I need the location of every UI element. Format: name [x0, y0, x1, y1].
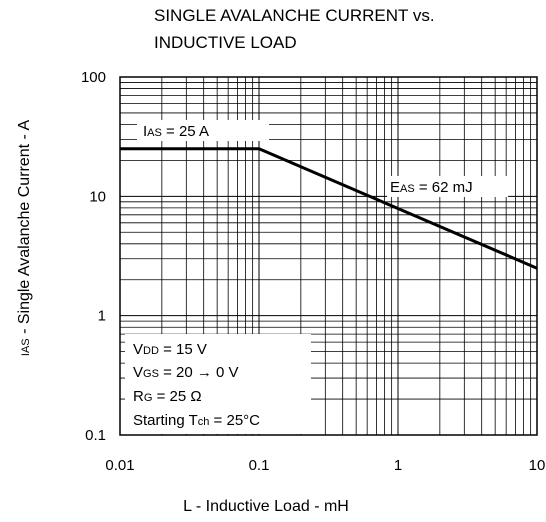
chart-title-line-2: INDUCTIVE LOAD — [154, 33, 297, 52]
vgs-annotation: VGS = 20 → 0 V — [133, 364, 239, 381]
y-tick-label: 10 — [89, 188, 106, 205]
plot-frame — [119, 76, 538, 436]
chart-title-line-1: SINGLE AVALANCHE CURRENT vs. — [154, 6, 435, 25]
x-tick-label: 1 — [394, 457, 402, 474]
y-tick-label: 1 — [98, 308, 106, 325]
eas-label-bg — [387, 176, 508, 197]
y-tick-label: 100 — [81, 69, 106, 86]
tick-labels: 0.01 0.1 1 10 0.1 1 10 100 — [81, 69, 545, 474]
x-tick-label: 0.1 — [249, 457, 270, 474]
x-axis-label: L - Inductive Load - mH — [183, 498, 349, 515]
vdd-annotation: VDD = 15 V — [133, 341, 207, 358]
y-axis-label: IAS - Single Avalanche Current - A — [16, 120, 33, 357]
x-tick-label: 10 — [529, 457, 546, 474]
y-tick-label: 0.1 — [85, 427, 106, 444]
rg-annotation: RG = 25 Ω — [133, 388, 202, 405]
eas-annotation: EAS = 62 mJ — [390, 179, 473, 196]
ias-annotation: IAS = 25 A — [143, 123, 209, 140]
tch-annotation: Starting Tch = 25°C — [133, 412, 260, 429]
conditions-box — [125, 334, 311, 434]
avalanche-current-line — [120, 147, 538, 270]
x-tick-label: 0.01 — [105, 457, 134, 474]
ias-label-bg — [137, 120, 269, 141]
